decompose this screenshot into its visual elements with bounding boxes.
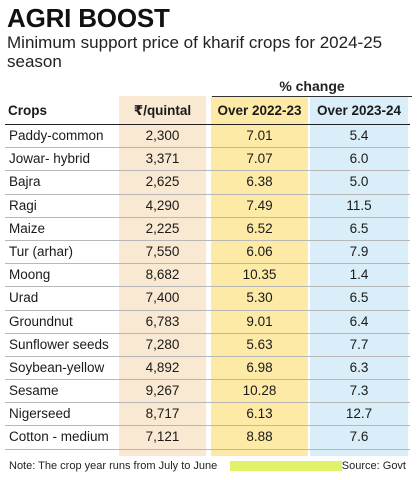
msp-price: 7,550 [145, 243, 180, 259]
crop-name: Sunflower seeds [9, 336, 109, 352]
crop-name: Jowar- hybrid [9, 151, 91, 167]
msp-price: 7,280 [145, 336, 180, 352]
change-over-2023-24: 1.4 [349, 267, 369, 283]
crop-name: Paddy-common [9, 128, 104, 143]
change-over-2023-24: 11.5 [346, 197, 372, 213]
change-over-2023-24: 12.7 [345, 406, 373, 422]
msp-price: 2,225 [145, 220, 180, 236]
change-over-2022-23: 7.49 [246, 197, 273, 213]
table-row: Nigerseed 8,717 6.13 12.7 [5, 403, 410, 427]
change-over-2023-24: 6.0 [349, 151, 369, 167]
crop-name: Sesame [9, 383, 59, 399]
crop-name: Maize [9, 220, 46, 236]
msp-price: 4,290 [145, 197, 180, 213]
group-header-rule [212, 96, 412, 97]
change-over-2023-24: 7.7 [349, 336, 369, 352]
change-over-2023-24: 5.4 [349, 128, 369, 143]
table-row: Urad 7,400 5.30 6.5 [5, 287, 410, 311]
change-over-2022-23: 5.30 [246, 290, 273, 306]
change-over-2022-23: 7.07 [246, 151, 273, 167]
change-over-2023-24: 6.3 [349, 359, 369, 375]
msp-price: 7,121 [145, 429, 180, 445]
page-title: AGRI BOOST [7, 3, 170, 33]
change-over-2022-23: 6.06 [246, 243, 273, 259]
table-row: Maize 2,225 6.52 6.5 [5, 218, 410, 241]
change-over-2022-23: 5.63 [246, 336, 273, 352]
price-column-background [119, 96, 206, 456]
header-over-2023-24: Over 2023-24 [316, 103, 402, 118]
msp-price: 3,371 [145, 151, 180, 167]
crop-name: Cotton - medium [9, 429, 109, 445]
header-price: ₹/quintal [133, 103, 192, 118]
footer-note: Note: The crop year runs from July to Ju… [9, 460, 218, 472]
crop-name: Bajra [9, 174, 41, 190]
change-2223-column-background [211, 96, 308, 456]
table-row: Sesame 9,267 10.28 7.3 [5, 380, 410, 404]
change-over-2023-24: 6.5 [349, 290, 369, 306]
crop-name: Soybean-yellow [9, 359, 105, 375]
table-row: Soybean-yellow 4,892 6.98 6.3 [5, 357, 410, 381]
table-row: Moong 8,682 10.35 1.4 [5, 264, 410, 288]
change-over-2022-23: 6.13 [246, 406, 273, 422]
change-over-2022-23: 9.01 [246, 313, 273, 329]
crop-name: Urad [9, 290, 39, 306]
change-over-2023-24: 7.3 [349, 383, 369, 399]
table-row: Ragi 4,290 7.49 11.5 [5, 195, 410, 218]
msp-price: 8,717 [145, 406, 180, 422]
msp-price: 6,783 [145, 313, 180, 329]
header-crops: Crops [8, 103, 48, 118]
change-over-2023-24: 5.0 [349, 174, 369, 190]
footer-source: Source: Govt [341, 460, 406, 472]
table-row: Sunflower seeds 7,280 5.63 7.7 [5, 334, 410, 357]
crop-name: Nigerseed [9, 406, 71, 422]
change-2324-column-background [310, 96, 408, 456]
table-row: Groundnut 6,783 9.01 6.4 [5, 311, 410, 334]
crop-name: Moong [9, 267, 51, 283]
page-subtitle: Minimum support price of kharif crops fo… [7, 33, 383, 71]
change-over-2022-23: 6.98 [246, 359, 273, 375]
msp-price: 9,267 [145, 383, 180, 399]
change-over-2022-23: 6.52 [246, 220, 273, 236]
msp-price: 4,892 [145, 359, 180, 375]
footer: Note: The crop year runs from July to Ju… [5, 458, 410, 474]
msp-table-body: Paddy-common 2,300 7.01 5.4 Jowar- hybrid 3,3… [5, 125, 410, 450]
footer-highlight-bar [230, 461, 342, 471]
header-over-2022-23: Over 2022-23 [217, 103, 302, 118]
crop-name: Ragi [9, 197, 37, 213]
msp-price: 2,625 [145, 174, 180, 190]
change-over-2022-23: 8.88 [246, 429, 273, 445]
percent-change-group-header: % change [279, 78, 345, 94]
msp-price: 7,400 [145, 290, 180, 306]
change-over-2022-23: 6.38 [246, 174, 273, 190]
change-over-2023-24: 7.9 [349, 243, 369, 259]
header-rule [5, 124, 410, 125]
table-row: Jowar- hybrid 3,371 7.07 6.0 [5, 148, 410, 172]
change-over-2023-24: 6.5 [349, 220, 369, 236]
table-row: Bajra 2,625 6.38 5.0 [5, 171, 410, 195]
table-row: Cotton - medium 7,121 8.88 7.6 [5, 426, 410, 450]
table-row: Paddy-common 2,300 7.01 5.4 [5, 125, 410, 149]
msp-price: 2,300 [145, 128, 180, 143]
change-over-2023-24: 7.6 [349, 429, 369, 445]
msp-price: 8,682 [145, 267, 180, 283]
change-over-2022-23: 10.35 [242, 267, 277, 283]
change-over-2022-23: 10.28 [242, 383, 277, 399]
table-row: Tur (arhar) 7,550 6.06 7.9 [5, 241, 410, 265]
change-over-2022-23: 7.01 [246, 128, 273, 143]
change-over-2023-24: 6.4 [349, 313, 369, 329]
crop-name: Tur (arhar) [9, 243, 74, 259]
crop-name: Groundnut [9, 313, 73, 329]
